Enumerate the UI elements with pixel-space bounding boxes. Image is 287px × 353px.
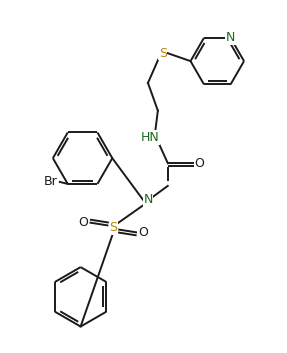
Text: O: O — [195, 157, 204, 170]
Text: HN: HN — [141, 131, 159, 144]
Text: N: N — [143, 193, 153, 206]
Text: O: O — [138, 226, 148, 239]
Text: O: O — [79, 216, 88, 229]
Text: S: S — [159, 47, 167, 60]
Text: S: S — [109, 221, 117, 234]
Text: Br: Br — [44, 175, 58, 189]
Text: N: N — [226, 31, 235, 44]
